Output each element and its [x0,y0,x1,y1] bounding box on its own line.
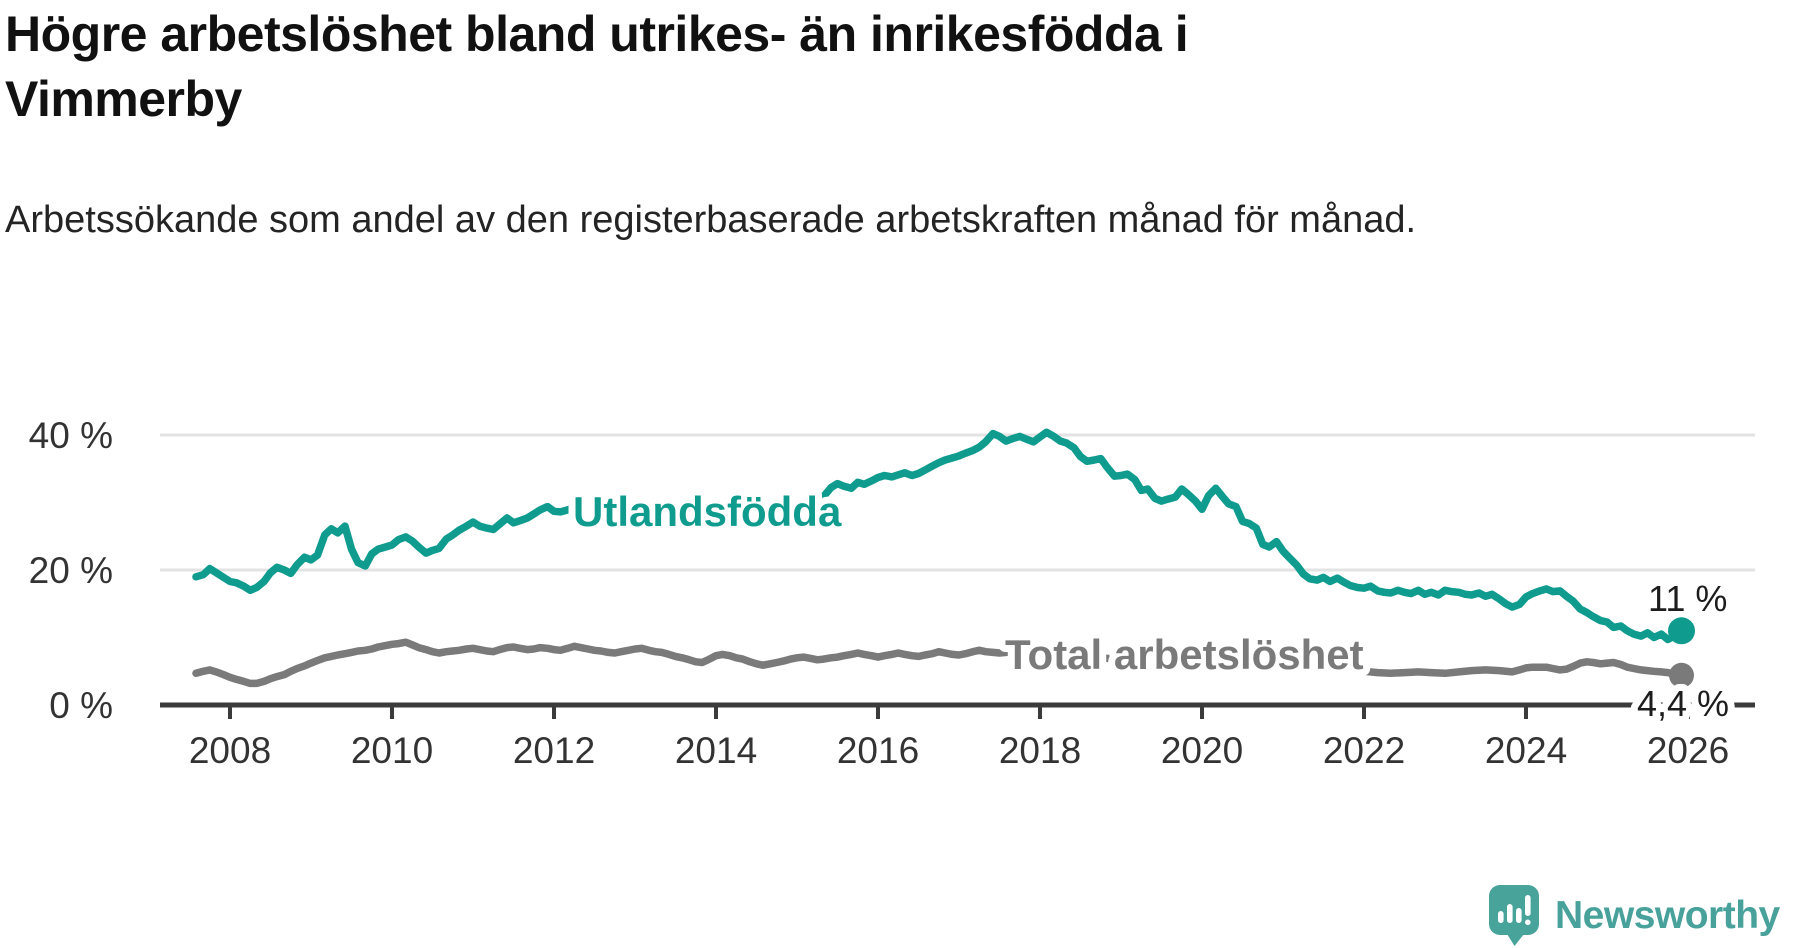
axis-ticks-and-labels: 0 % 20 % 40 % 2008 2010 2012 2014 2016 2018 2020 2… [29,415,1730,771]
y-axis-label: 40 % [29,415,113,456]
end-dot-utlandsfodda [1668,617,1695,645]
x-axis-label: 2022 [1323,730,1405,771]
page-title: Högre arbetslöshet bland utrikes- än inr… [5,6,1189,127]
series-label-total-arbetsloshet: Total arbetslöshet [1005,631,1364,678]
line-utlandsfodda [192,428,1686,644]
y-axis-label: 0 % [49,685,113,726]
end-value-label-total: 4,4 % [1637,683,1729,724]
x-axis-label: 2016 [837,730,919,771]
x-axis-label: 2018 [999,730,1081,771]
gridlines [160,433,1755,572]
chart-subtitle: Arbetssökande som andel av den registerb… [5,199,1417,241]
newsworthy-wordmark: Newsworthy [1555,893,1780,937]
end-value-label-utlandsfodda: 11 % [1648,578,1727,619]
x-axis-label: 2012 [513,730,595,771]
line-total-arbetsloshet [192,638,1686,688]
end-dot-total [1669,662,1694,688]
x-axis-label: 2020 [1161,730,1243,771]
y-axis-label: 20 % [29,550,113,591]
series-label-utlandsfodda: Utlandsfödda [573,488,842,535]
newsworthy-logo-icon [1489,885,1539,946]
x-axis-label: 2024 [1485,730,1567,771]
x-axis-label: 2010 [351,730,433,771]
x-axis-label: 2026 [1647,730,1729,771]
newsworthy-branding: Newsworthy [1488,884,1780,947]
x-axis-label: 2008 [189,730,271,771]
x-axis-label: 2014 [675,730,757,771]
